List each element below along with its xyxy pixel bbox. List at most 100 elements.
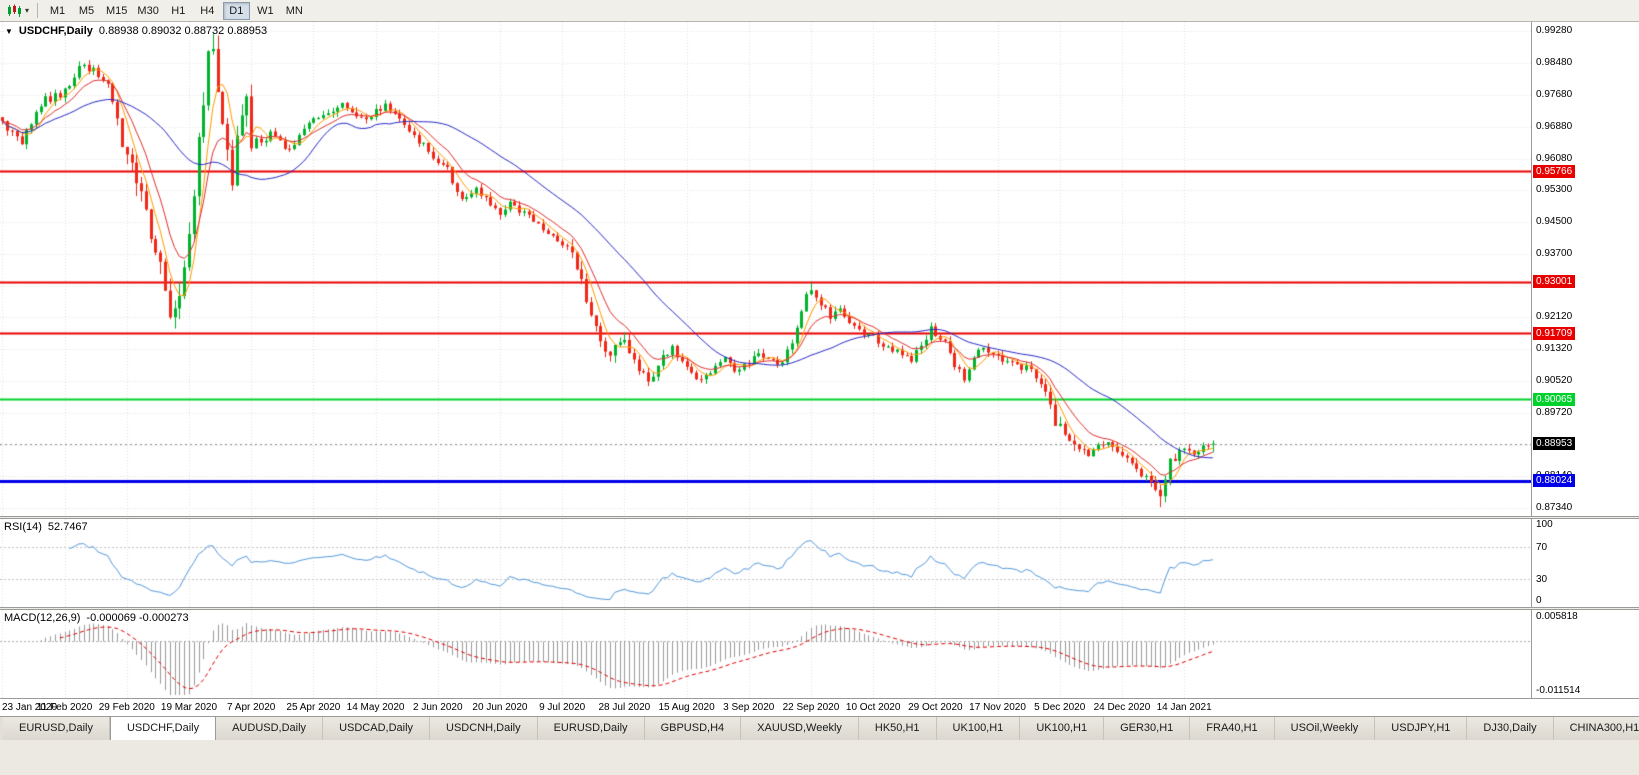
date-axis-label: 3 Sep 2020 [723, 702, 775, 713]
rsi-axis-label: 30 [1536, 574, 1548, 586]
hline-price-tag[interactable]: 0.90065 [1533, 392, 1576, 406]
date-axis-label: 19 Mar 2020 [160, 702, 218, 713]
date-axis-label: 14 Jan 2021 [1156, 702, 1212, 713]
price-axis-label: 0.97680 [1536, 88, 1573, 100]
chart-tab-usdjpy-h1[interactable]: USDJPY,H1 [1375, 717, 1468, 740]
price-chart-canvas[interactable] [0, 22, 1531, 516]
macd-axis-label: -0.011514 [1536, 685, 1581, 696]
chart-tabs-bar: EURUSD,Daily USDCHF,Daily AUDUSD,Daily USDC… [0, 716, 1639, 740]
chart-tab-china300-h1[interactable]: CHINA300,H1 [1553, 717, 1639, 740]
rsi-panel: 100 70 30 0 RSI(14) 52.7467 [0, 519, 1639, 607]
rsi-indicator-name: RSI(14) [4, 521, 42, 533]
chart-tab-usdchf-daily[interactable]: USDCHF,Daily [109, 717, 217, 740]
chart-tab-eurusd-daily[interactable]: EURUSD,Daily [537, 717, 645, 740]
timeframe-button-m5[interactable]: M5 [73, 2, 100, 20]
date-axis-label: 20 Jun 2020 [472, 702, 528, 713]
date-axis-label: 24 Dec 2020 [1093, 702, 1151, 713]
rsi-axis-label: 0 [1536, 595, 1542, 606]
price-axis-label: 0.96880 [1536, 120, 1573, 132]
date-axis-label: 10 Oct 2020 [845, 702, 901, 713]
macd-label: MACD(12,26,9) -0.000069 -0.000273 [4, 612, 189, 624]
macd-scale[interactable]: 0.005818 -0.011514 [1531, 610, 1639, 698]
price-panel: 0.99280 0.98480 0.97680 0.96880 0.96080 0.953… [0, 22, 1639, 516]
macd-axis-label: 0.005818 [1536, 611, 1578, 622]
price-axis-label: 0.96080 [1536, 152, 1573, 164]
chart-window: 0.99280 0.98480 0.97680 0.96880 0.96080 0.953… [0, 22, 1639, 716]
timeframe-toolbar: ▾ M1 M5 M15 M30 H1 H4 D1 W1 MN [0, 0, 1639, 22]
date-axis-label: 14 May 2020 [346, 702, 405, 713]
timeframe-button-m15[interactable]: M15 [102, 2, 131, 20]
timeframe-button-h4[interactable]: H4 [194, 2, 221, 20]
chart-tab-fra40-h1[interactable]: FRA40,H1 [1190, 717, 1275, 740]
date-axis-label: 28 Jul 2020 [598, 702, 651, 713]
panel-splitter[interactable] [0, 516, 1639, 519]
macd-chart-canvas[interactable] [0, 610, 1531, 698]
chart-tab-dj30-daily[interactable]: DJ30,Daily [1467, 717, 1554, 740]
timeframe-button-m1[interactable]: M1 [44, 2, 71, 20]
price-axis-label: 0.94500 [1536, 215, 1573, 227]
price-axis-label: 0.93700 [1536, 247, 1573, 259]
chevron-down-icon: ▾ [25, 5, 30, 15]
timeframe-buttons: M1 M5 M15 M30 H1 H4 D1 W1 MN [43, 1, 309, 20]
hline-price-tag[interactable]: 0.88024 [1533, 474, 1576, 488]
price-axis-label: 0.99280 [1536, 24, 1573, 36]
date-axis-label: 29 Feb 2020 [98, 702, 155, 713]
timeframe-button-h1[interactable]: H1 [165, 2, 192, 20]
rsi-indicator-value: 52.7467 [47, 521, 88, 533]
price-axis-label: 0.98480 [1536, 56, 1573, 68]
candlestick-chart-icon [8, 4, 21, 17]
price-axis-label: 0.87340 [1536, 502, 1573, 513]
chart-type-button[interactable]: ▾ [4, 2, 32, 20]
rsi-label: RSI(14) 52.7467 [4, 521, 88, 533]
date-axis-label: 17 Nov 2020 [969, 702, 1026, 713]
macd-panel: 0.005818 -0.011514 MACD(12,26,9) -0.00006… [0, 610, 1639, 698]
timeframe-button-d1[interactable]: D1 [222, 1, 250, 20]
chart-tab-eurusd-daily[interactable]: EURUSD,Daily [3, 717, 110, 740]
timeframe-button-mn[interactable]: MN [281, 2, 308, 20]
hline-price-tag[interactable]: 0.93001 [1533, 275, 1576, 289]
date-axis-label: 2 Jun 2020 [413, 702, 463, 713]
date-axis-label: 9 Jul 2020 [539, 702, 586, 713]
chart-tab-hk50-h1[interactable]: HK50,H1 [858, 717, 937, 740]
price-axis-label: 0.90520 [1536, 374, 1573, 386]
price-axis-label: 0.92120 [1536, 310, 1573, 322]
chart-menu-icon[interactable]: ▼ [5, 26, 13, 36]
chart-tab-usoil-weekly[interactable]: USOil,Weekly [1274, 717, 1376, 740]
chart-tab-uk100-h1[interactable]: UK100,H1 [936, 717, 1021, 740]
price-scale[interactable]: 0.99280 0.98480 0.97680 0.96880 0.96080 0.953… [1531, 22, 1639, 516]
chart-tab-usdcad-daily[interactable]: USDCAD,Daily [323, 717, 431, 740]
chart-tab-audusd-daily[interactable]: AUDUSD,Daily [216, 717, 324, 740]
hline-price-tag[interactable]: 0.95766 [1533, 164, 1576, 178]
chart-header: ▼ USDCHF,Daily 0.88938 0.89032 0.88732 0… [5, 25, 267, 37]
rsi-axis-label: 100 [1536, 519, 1553, 530]
current-price-tag: 0.88953 [1533, 437, 1576, 451]
chart-tab-uk100-h1[interactable]: UK100,H1 [1020, 717, 1105, 740]
chart-ohlc-values: 0.88938 0.89032 0.88732 0.88953 [98, 25, 268, 37]
rsi-axis-label: 70 [1536, 541, 1548, 553]
date-axis-label: 22 Sep 2020 [782, 702, 840, 713]
date-axis-label: 25 Apr 2020 [286, 702, 341, 713]
status-bar [0, 740, 1639, 775]
date-axis-label: 5 Dec 2020 [1034, 702, 1086, 713]
chart-tab-gbpusd-h4[interactable]: GBPUSD,H4 [644, 717, 742, 740]
price-axis-label: 0.89720 [1536, 406, 1573, 418]
date-axis-label: 15 Aug 2020 [658, 702, 715, 713]
rsi-scale[interactable]: 100 70 30 0 [1531, 519, 1639, 607]
chart-symbol-label: USDCHF,Daily [18, 25, 93, 37]
price-axis-label: 0.91320 [1536, 342, 1573, 354]
panel-splitter[interactable] [0, 607, 1639, 610]
chart-tab-xauusd-weekly[interactable]: XAUUSD,Weekly [741, 717, 859, 740]
date-axis-label: 23 Jan 2020 [2, 702, 58, 713]
chart-tab-ger30-h1[interactable]: GER30,H1 [1104, 717, 1191, 740]
hline-price-tag[interactable]: 0.91709 [1533, 326, 1576, 340]
rsi-chart-canvas[interactable] [0, 519, 1531, 607]
date-axis[interactable]: 23 Jan 2020 11 Feb 2020 29 Feb 2020 19 Mar … [0, 698, 1639, 716]
date-axis-label: 29 Oct 2020 [908, 702, 963, 713]
timeframe-button-m30[interactable]: M30 [133, 2, 162, 20]
macd-indicator-name: MACD(12,26,9) [4, 612, 81, 624]
timeframe-button-w1[interactable]: W1 [252, 2, 279, 20]
toolbar-separator [37, 3, 39, 18]
chart-tab-usdcnh-daily[interactable]: USDCNH,Daily [430, 717, 538, 740]
date-axis-label: 7 Apr 2020 [226, 702, 276, 713]
